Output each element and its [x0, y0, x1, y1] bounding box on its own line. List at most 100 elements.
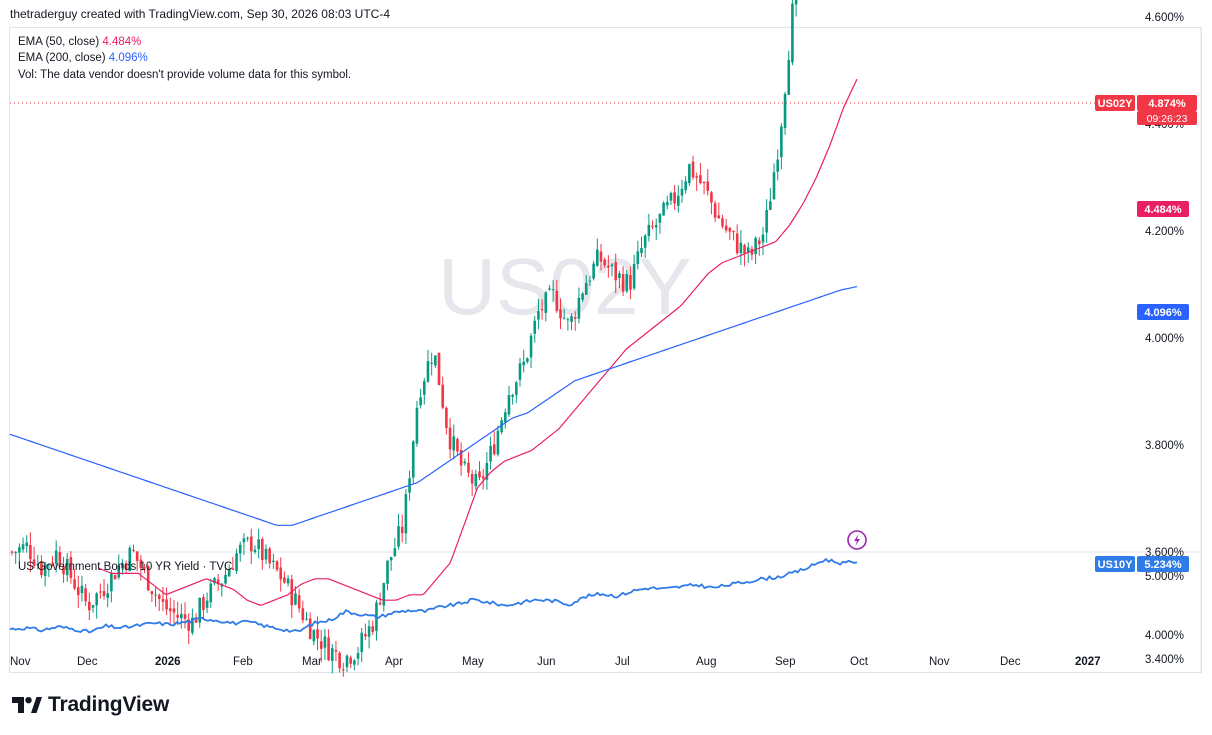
candle-body	[437, 352, 441, 386]
candle-body	[739, 242, 743, 254]
bar-countdown-tag-bg	[1137, 111, 1197, 125]
candle-body	[51, 562, 54, 564]
us10y-tick-label: 5.000%	[1145, 571, 1184, 583]
candle-body	[629, 275, 632, 290]
time-tick-label: Feb	[233, 656, 253, 668]
candle-body	[342, 669, 345, 671]
candle-body	[202, 597, 205, 611]
candle-body	[783, 93, 787, 128]
us10y-symbol-tag: US10Y	[1098, 559, 1134, 571]
candle-body	[581, 293, 584, 300]
candle-body	[400, 526, 404, 533]
candle-body	[515, 382, 518, 395]
time-axis[interactable]: Nov Dec 2026 Feb Mar Apr May Jun Jul Aug Sep Oct Nov…	[10, 656, 1101, 668]
price-tick-label: 4.200%	[1145, 226, 1184, 238]
candle-body	[316, 629, 319, 639]
candle-body	[308, 618, 312, 640]
time-tick-label: Aug	[696, 656, 716, 668]
candle-body	[570, 315, 573, 322]
candle-body	[566, 319, 570, 321]
candle-body	[76, 587, 80, 596]
candle-body	[551, 289, 555, 291]
candle-body	[695, 176, 699, 178]
candle-body	[378, 602, 382, 605]
candle-body	[301, 608, 305, 621]
legend-ema50[interactable]: EMA (50, close) 4.484%	[18, 36, 141, 48]
candle-body	[194, 617, 198, 623]
us02y-symbol-tag-bg	[1095, 95, 1135, 111]
candle-body	[246, 537, 249, 539]
candle-body	[345, 655, 349, 668]
price-tick-label: 3.400%	[1145, 654, 1184, 666]
candle-body	[441, 384, 445, 408]
ema50-price-tag-bg	[1137, 201, 1189, 217]
time-tick-label: 2026	[155, 656, 181, 668]
legend-us10y[interactable]: US Government Bonds 10 YR Yield · TVC	[18, 561, 232, 573]
candle-body	[172, 608, 176, 613]
candle-body	[562, 317, 566, 319]
ema50-value: 4.484%	[102, 36, 142, 48]
time-tick-label: Jul	[615, 656, 630, 668]
us10y-line[interactable]	[9, 557, 858, 634]
candle-body	[238, 544, 242, 554]
candle-body	[717, 215, 721, 219]
candle-body	[787, 60, 791, 95]
candle-body	[621, 274, 625, 292]
candle-body	[643, 235, 647, 248]
candle-body	[680, 188, 684, 196]
candle-body	[139, 559, 143, 569]
time-tick-label: Apr	[385, 656, 403, 668]
candle-body	[463, 461, 467, 464]
legend-volume[interactable]: Vol: The data vendor doesn't provide vol…	[18, 69, 351, 81]
candle-body	[610, 264, 614, 267]
candle-body	[632, 263, 636, 289]
candle-body	[588, 280, 592, 282]
candle-body	[327, 637, 330, 661]
candle-body	[356, 652, 360, 659]
candle-body	[198, 597, 202, 623]
candle-body	[257, 539, 260, 550]
candle-body	[669, 192, 673, 201]
candle-body	[62, 566, 65, 575]
candle-body	[360, 632, 364, 653]
brand-name: TradingView	[48, 693, 170, 716]
time-tick-label: Nov	[929, 656, 950, 668]
candle-body	[205, 600, 209, 608]
candle-body	[32, 559, 36, 566]
candle-body	[500, 420, 503, 433]
candle-body	[470, 474, 474, 484]
ema200-line[interactable]	[9, 286, 858, 526]
candle-body	[275, 561, 279, 570]
legend-ema200[interactable]: EMA (200, close) 4.096%	[18, 52, 148, 64]
candle-body	[389, 557, 393, 561]
candle-body	[636, 251, 640, 264]
candle-body	[14, 552, 17, 554]
candle-body	[40, 561, 43, 576]
candle-body	[665, 201, 669, 206]
candle-body	[540, 309, 544, 311]
candle-body	[154, 594, 157, 596]
us10y-last-price-tag: 5.234%	[1144, 559, 1182, 571]
candle-body	[176, 614, 179, 618]
tradingview-logo-icon	[12, 697, 42, 713]
tradingview-brand[interactable]: TradingView	[12, 693, 169, 717]
candle-body	[18, 547, 21, 553]
candle-body	[21, 544, 25, 550]
candle-body	[780, 126, 783, 158]
candle-body	[36, 563, 40, 566]
candle-body	[702, 182, 706, 184]
candle-body	[584, 282, 588, 295]
candle-body	[168, 608, 172, 612]
candle-body	[249, 536, 253, 552]
lightning-icon[interactable]	[847, 530, 867, 550]
candle-body	[467, 462, 470, 473]
candle-body	[614, 262, 618, 281]
time-tick-label: Jun	[537, 656, 556, 668]
candle-body	[647, 224, 651, 236]
ema50-line[interactable]	[97, 78, 858, 606]
symbol-watermark: US02Y	[438, 242, 691, 331]
candle-body	[106, 593, 110, 598]
candle-body	[143, 567, 146, 569]
candle-body	[80, 585, 84, 594]
